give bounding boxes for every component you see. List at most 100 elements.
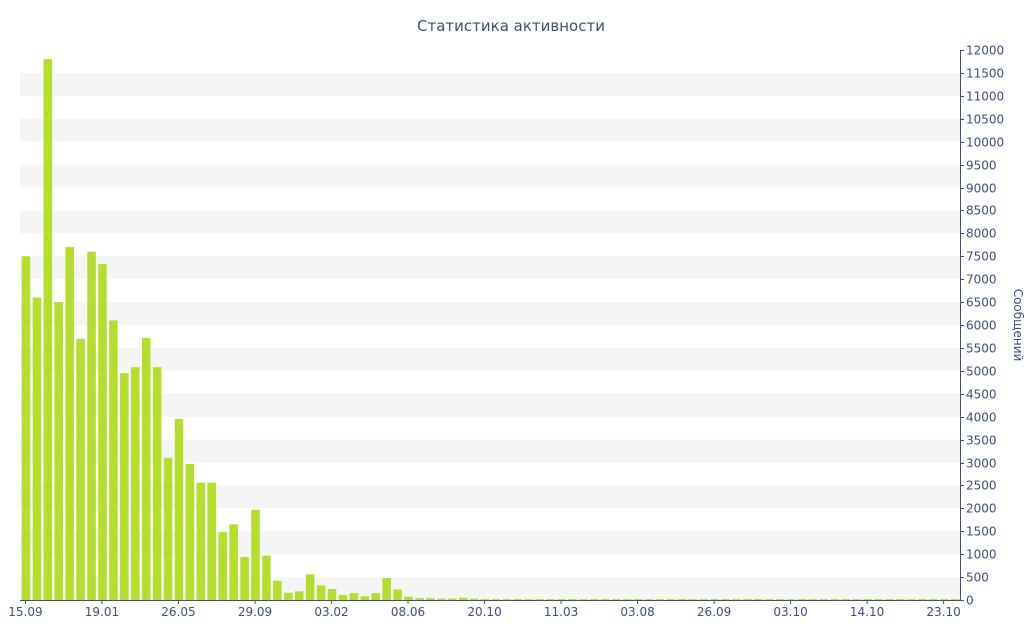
- y-tick-label: 1500: [966, 525, 997, 539]
- bar: [240, 556, 249, 600]
- bar: [557, 599, 566, 600]
- bar: [32, 297, 42, 600]
- bar: [841, 599, 850, 600]
- bar: [579, 599, 588, 600]
- bars-group: [21, 59, 960, 601]
- bar: [109, 320, 118, 600]
- bar: [54, 302, 64, 600]
- grid-band: [20, 393, 960, 417]
- bar: [688, 599, 697, 600]
- y-tick-label: 11000: [966, 90, 1004, 104]
- axes-group: 0 500 1000 1500 2000 2500 3000 3500 4000 4500 5000…: [8, 44, 1004, 620]
- grid-band: [20, 118, 960, 142]
- bar: [196, 482, 206, 600]
- bar: [229, 524, 238, 600]
- x-tick-label: 08.06: [391, 605, 425, 619]
- bar: [338, 594, 348, 600]
- y-tick-label: 10500: [966, 113, 1004, 127]
- y-tick-label: 8500: [966, 204, 997, 218]
- bar: [950, 599, 960, 600]
- bar: [939, 599, 949, 600]
- bar: [371, 593, 380, 600]
- bar: [382, 578, 391, 600]
- bar: [732, 599, 741, 600]
- bar: [590, 599, 599, 600]
- y-tick-label: 6000: [966, 319, 997, 333]
- chart-title: Статистика активности: [417, 17, 605, 35]
- y-tick-label: 0: [966, 594, 974, 608]
- bar: [174, 418, 184, 600]
- bar: [885, 599, 894, 600]
- bar: [699, 599, 708, 600]
- grid-bands: [20, 72, 960, 600]
- bar: [437, 598, 446, 600]
- bar: [458, 597, 468, 600]
- bar: [141, 337, 151, 600]
- bar: [644, 599, 654, 600]
- bar: [76, 338, 85, 600]
- bar: [535, 599, 544, 600]
- y-axis-label: Сообщений: [1011, 289, 1024, 362]
- y-tick-label: 10000: [966, 136, 1004, 150]
- grid-band: [20, 439, 960, 463]
- bar: [316, 585, 326, 600]
- bar: [131, 367, 140, 600]
- bar: [917, 599, 927, 600]
- x-tick-label: 26.09: [697, 605, 731, 619]
- bar: [863, 599, 872, 600]
- y-tick-label: 7500: [966, 250, 997, 264]
- bar: [284, 592, 293, 600]
- bar: [710, 599, 719, 600]
- y-tick-label: 12000: [966, 44, 1004, 58]
- grid-band: [20, 256, 960, 280]
- bar: [721, 599, 730, 600]
- bar: [404, 596, 413, 600]
- x-tick-label: 20.10: [467, 605, 501, 619]
- bar: [677, 599, 687, 600]
- bar: [502, 599, 512, 600]
- y-tick-label: 6500: [966, 296, 997, 310]
- y-tick-label: 7000: [966, 273, 997, 287]
- bar: [601, 599, 610, 600]
- bar: [185, 463, 195, 600]
- bar: [447, 598, 457, 600]
- y-tick-label: 4500: [966, 388, 997, 402]
- bar: [218, 532, 227, 600]
- y-tick-label: 9000: [966, 182, 997, 196]
- bar: [928, 599, 938, 600]
- bar: [491, 599, 501, 600]
- y-tick-label: 3500: [966, 434, 997, 448]
- y-tick-label: 8000: [966, 227, 997, 241]
- bar: [305, 574, 315, 600]
- y-tick-label: 4000: [966, 411, 997, 425]
- grid-band: [20, 302, 960, 325]
- y-tick-label: 9500: [966, 159, 997, 173]
- bar: [21, 256, 31, 600]
- grid-band: [20, 485, 960, 509]
- bar: [163, 457, 173, 600]
- bar: [808, 599, 818, 600]
- bar: [546, 599, 555, 600]
- bar: [655, 599, 665, 600]
- bar: [480, 599, 490, 600]
- x-tick-label: 29.09: [238, 605, 272, 619]
- bar: [775, 599, 785, 600]
- x-tick-label: 23.10: [926, 605, 960, 619]
- bar: [262, 555, 271, 600]
- bar: [43, 59, 53, 600]
- bar: [666, 599, 676, 600]
- y-tick-label: 1000: [966, 548, 997, 562]
- bar: [568, 599, 577, 600]
- y-tick-label: 5500: [966, 342, 997, 356]
- y-tick-label: 5000: [966, 365, 997, 379]
- bar: [786, 599, 796, 600]
- x-tick-label: 03.02: [314, 605, 348, 619]
- bar: [87, 251, 96, 600]
- bar: [797, 599, 807, 600]
- bar: [251, 509, 260, 600]
- bar: [874, 599, 883, 600]
- bar: [415, 598, 424, 600]
- bar: [360, 596, 370, 600]
